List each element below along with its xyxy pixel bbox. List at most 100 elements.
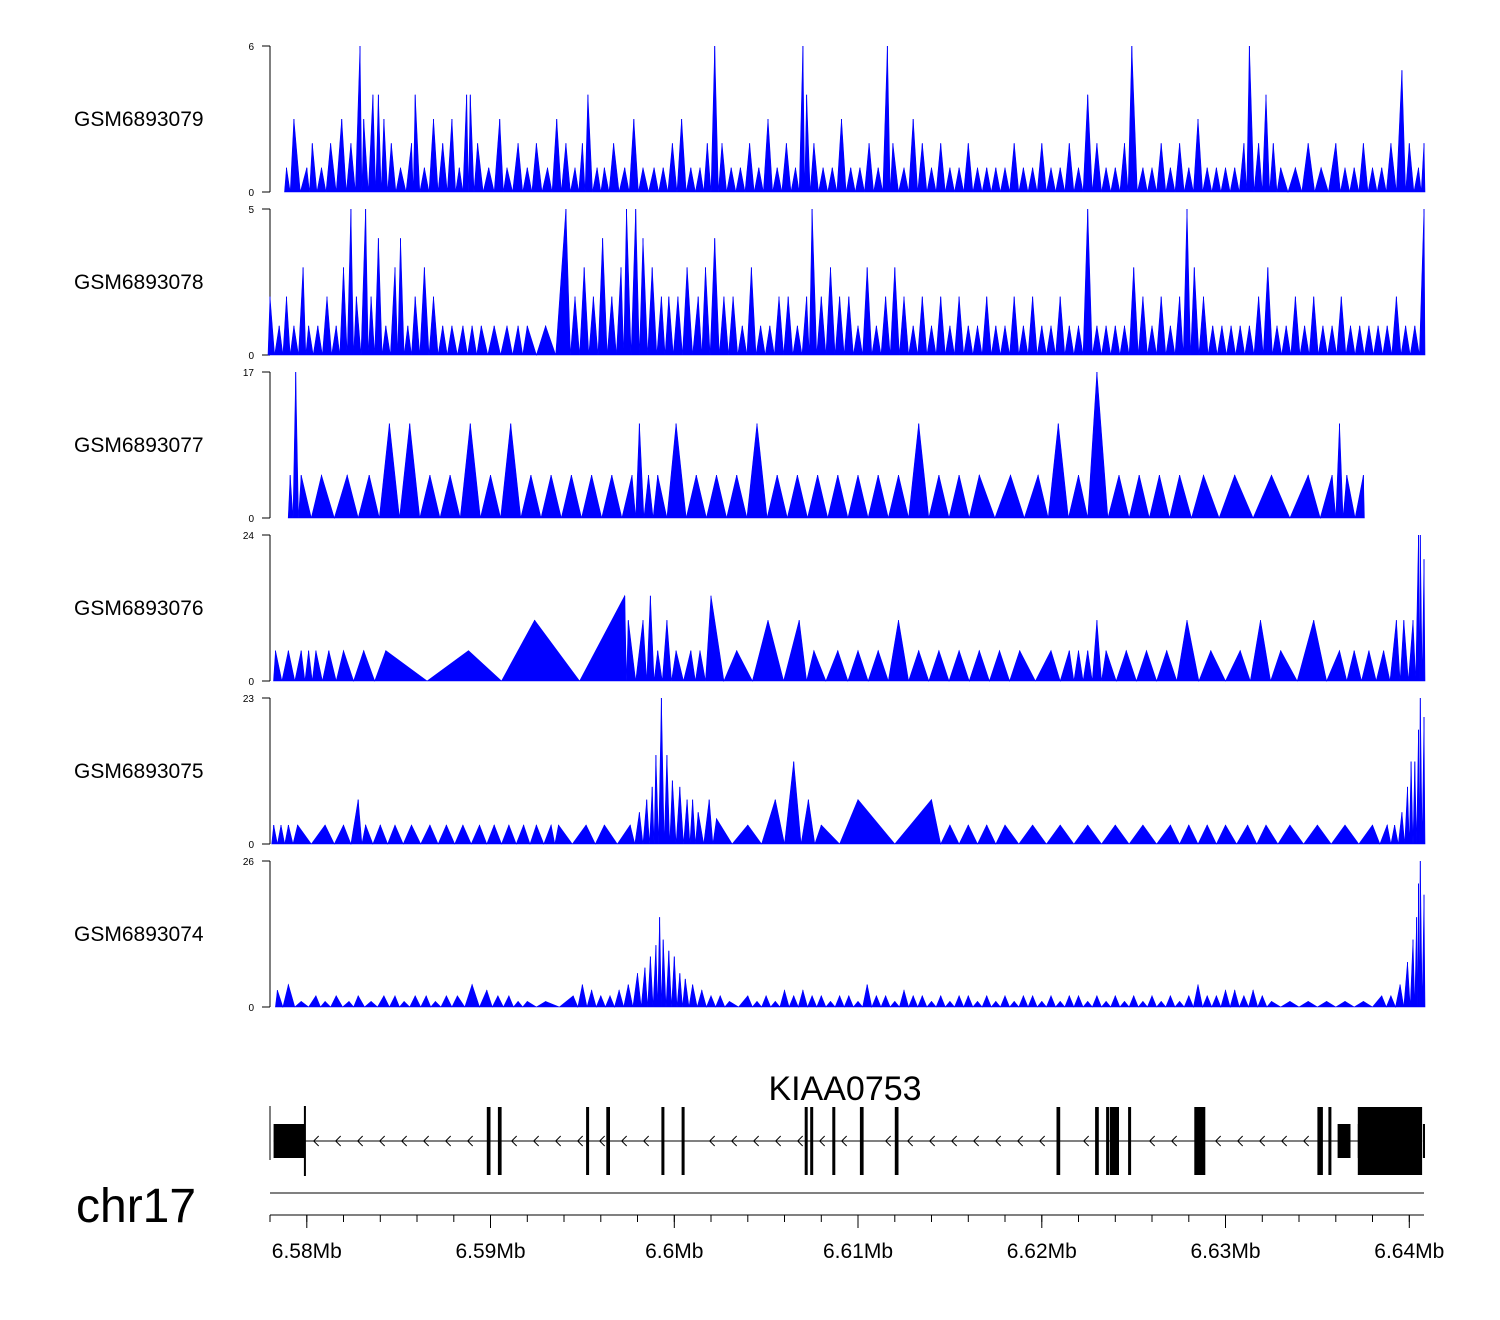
strand-arrow	[840, 1135, 848, 1147]
gene-exon	[1317, 1107, 1323, 1175]
track-label: GSM6893079	[74, 108, 204, 131]
x-tick-label: 6.58Mb	[272, 1240, 342, 1263]
genomic-axis: chr17 6.58Mb 6.59Mb 6.6Mb 6.61Mb 6.62Mb 6.63M…	[76, 1180, 1444, 1263]
y-min-label: 0	[248, 351, 254, 362]
x-tick-label: 6.64Mb	[1374, 1240, 1444, 1263]
y-min-label: 0	[248, 188, 254, 199]
gene-label: KIAA0753	[768, 1070, 921, 1108]
gene-exon	[832, 1107, 836, 1175]
strand-arrow	[730, 1135, 738, 1147]
gene-exon	[804, 1107, 808, 1175]
y-min-label: 0	[248, 840, 254, 851]
coverage-area	[284, 45, 1426, 194]
strand-arrow	[752, 1135, 760, 1147]
gene-model-track: KIAA0753	[269, 1070, 1425, 1176]
track-gsm6893079: GSM6893079 6 0	[74, 42, 1426, 199]
coverage-area	[287, 371, 1365, 520]
y-min-label: 0	[248, 1003, 254, 1014]
strand-arrow	[818, 1135, 826, 1147]
y-max-label: 5	[248, 205, 254, 216]
gene-exon	[486, 1107, 491, 1175]
gene-exon	[1194, 1107, 1206, 1175]
strand-arrow	[378, 1135, 386, 1147]
gene-exon	[1095, 1107, 1099, 1175]
track-label: GSM6893077	[74, 434, 204, 457]
strand-arrow	[906, 1135, 914, 1147]
gene-exon	[497, 1107, 502, 1175]
gene-exon	[1109, 1107, 1119, 1175]
strand-arrow	[554, 1135, 562, 1147]
track-label: GSM6893075	[74, 760, 204, 783]
strand-arrow	[576, 1135, 584, 1147]
x-tick-label: 6.63Mb	[1190, 1240, 1260, 1263]
coverage-area	[275, 860, 1426, 1009]
track-label: GSM6893078	[74, 271, 204, 294]
x-tick-label: 6.62Mb	[1007, 1240, 1077, 1263]
strand-arrow	[796, 1135, 804, 1147]
strand-arrow	[928, 1135, 936, 1147]
x-tick-label: 6.6Mb	[645, 1240, 703, 1263]
coverage-area	[267, 208, 1426, 357]
chromosome-label: chr17	[76, 1180, 196, 1233]
strand-arrow	[598, 1135, 606, 1147]
track-label: GSM6893074	[74, 923, 204, 946]
track-label: GSM6893076	[74, 597, 204, 620]
gene-exon	[859, 1107, 864, 1175]
strand-arrow	[1302, 1135, 1310, 1147]
gene-exon	[606, 1107, 610, 1175]
strand-arrow	[356, 1135, 364, 1147]
coverage-area	[273, 534, 1426, 683]
gene-exon	[586, 1107, 590, 1175]
y-min-label: 0	[248, 514, 254, 525]
gene-exon	[1128, 1107, 1132, 1175]
strand-arrow	[994, 1135, 1002, 1147]
strand-arrow	[620, 1135, 628, 1147]
strand-arrow	[422, 1135, 430, 1147]
track-gsm6893077: GSM6893077 17 0	[74, 368, 1365, 525]
strand-arrow	[1280, 1135, 1288, 1147]
strand-arrow	[1214, 1135, 1222, 1147]
gene-exon	[894, 1107, 899, 1175]
y-max-label: 23	[243, 694, 255, 705]
gene-exon	[1337, 1124, 1351, 1158]
gene-exon	[661, 1107, 665, 1175]
strand-arrow	[510, 1135, 518, 1147]
gene-exon-5prime	[273, 1124, 305, 1158]
strand-arrow	[950, 1135, 958, 1147]
strand-arrow	[1082, 1135, 1090, 1147]
gene-exon	[1106, 1107, 1110, 1175]
track-gsm6893078: GSM6893078 5 0	[74, 205, 1426, 362]
strand-arrow	[1038, 1135, 1046, 1147]
y-max-label: 26	[243, 857, 255, 868]
gene-exon	[681, 1107, 685, 1175]
strand-arrow	[334, 1135, 342, 1147]
x-tick-label: 6.59Mb	[455, 1240, 525, 1263]
strand-arrow	[312, 1135, 320, 1147]
y-max-label: 17	[243, 368, 255, 379]
strand-arrow	[972, 1135, 980, 1147]
strand-arrow	[466, 1135, 474, 1147]
strand-arrow	[400, 1135, 408, 1147]
y-min-label: 0	[248, 677, 254, 688]
track-gsm6893074: GSM6893074 26 0	[74, 857, 1426, 1014]
coverage-area	[271, 697, 1426, 846]
coverage-tracks: GSM689307960GSM689307850GSM6893077170GSM…	[74, 42, 1426, 1014]
strand-arrow	[1170, 1135, 1178, 1147]
x-tick-label: 6.61Mb	[823, 1240, 893, 1263]
gene-exon	[810, 1107, 814, 1175]
strand-arrow	[1258, 1135, 1266, 1147]
strand-arrow	[1016, 1135, 1024, 1147]
y-max-label: 24	[243, 531, 255, 542]
track-gsm6893075: GSM6893075 23 0	[74, 694, 1426, 851]
strand-arrow	[1236, 1135, 1244, 1147]
strand-arrow	[1148, 1135, 1156, 1147]
gene-exon	[1056, 1107, 1061, 1175]
gene-exon-utr	[1357, 1107, 1423, 1175]
strand-arrow	[444, 1135, 452, 1147]
strand-arrow	[774, 1135, 782, 1147]
gene-exon	[1328, 1107, 1332, 1175]
y-max-label: 6	[248, 42, 254, 53]
strand-arrow	[708, 1135, 716, 1147]
strand-arrow	[532, 1135, 540, 1147]
